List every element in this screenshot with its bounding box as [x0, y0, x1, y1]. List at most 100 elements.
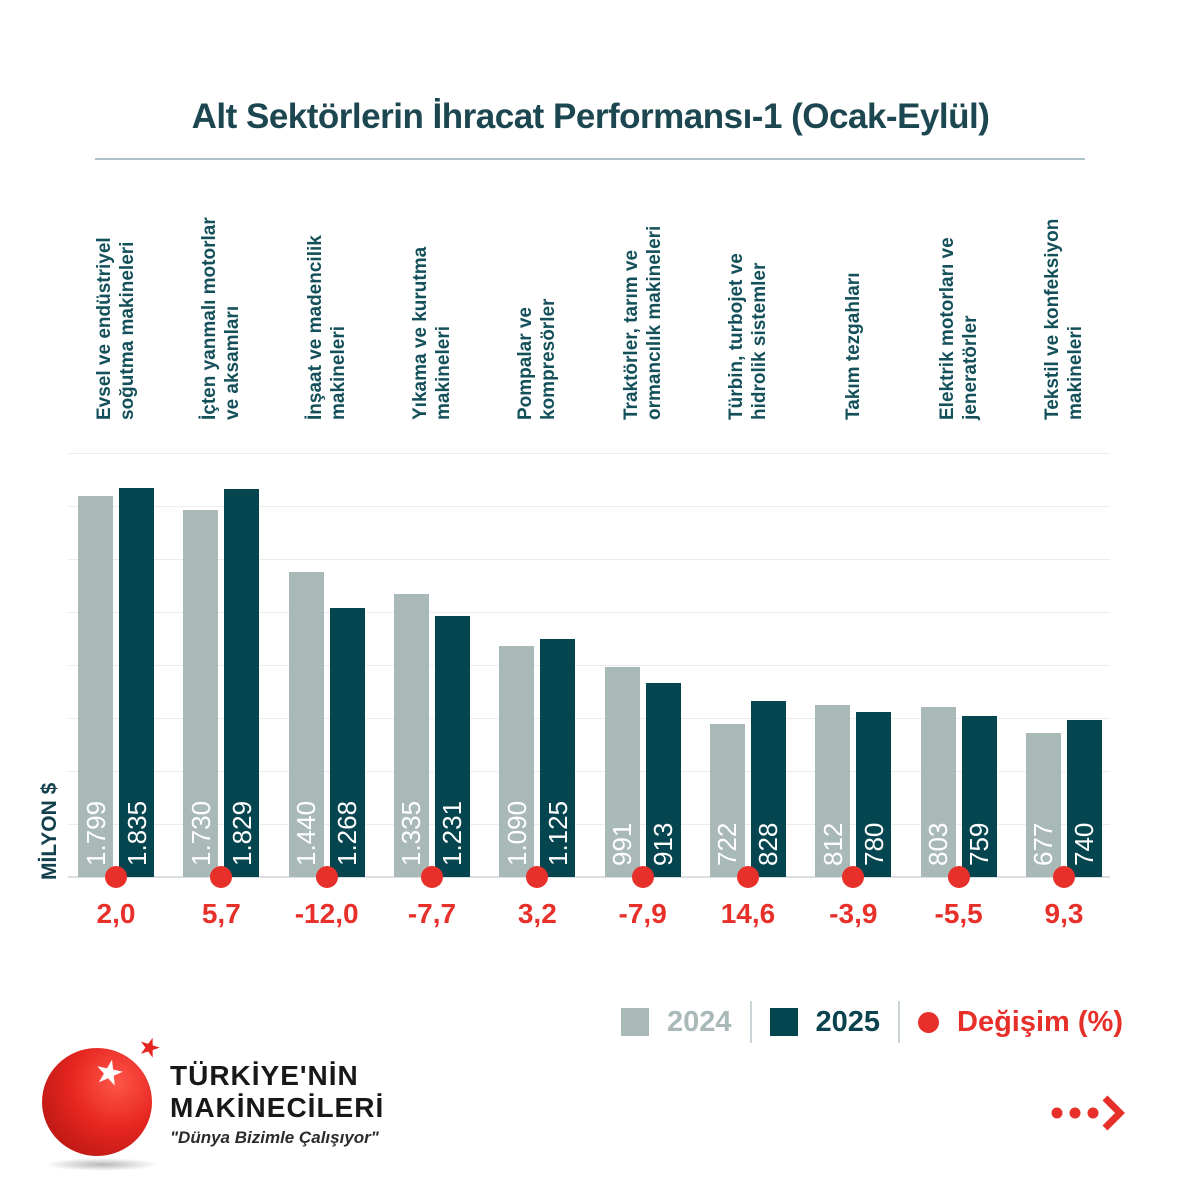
bar-2024 [815, 704, 851, 877]
turkiyenin-makinecileri-logo: ★ ★ TÜRKİYE'NİN MAKİNECİLERİ "Dünya Bizi… [38, 1029, 383, 1172]
change-dot-icon [842, 866, 865, 888]
logo-text: TÜRKİYE'NİN MAKİNECİLERİ "Dünya Bizimle … [170, 1060, 384, 1148]
change-percent-label: -7,7 [407, 898, 457, 929]
bar-2024 [1025, 733, 1061, 877]
change-percent-label: 5,7 [201, 898, 241, 929]
gridline [68, 824, 1110, 825]
bar-value-2024: 803 [923, 822, 954, 866]
bar-value-2025: 740 [1069, 822, 1100, 866]
category-label: Tekstil ve konfeksiyon makineleri [1041, 218, 1086, 420]
change-percent-label: 14,6 [720, 898, 776, 929]
change-dot-icon [526, 866, 549, 888]
bar-2024 [183, 510, 219, 877]
change-dot-icon [631, 866, 654, 888]
bar-value-2024: 991 [607, 822, 638, 866]
gridline [68, 718, 1110, 719]
bar-2024 [920, 706, 956, 877]
change-percent-label: 2,0 [96, 898, 136, 929]
legend-label-2024: 2024 [666, 1005, 732, 1038]
change-percent-label: 3,2 [517, 898, 557, 929]
chart-legend: 2024 2025 Değişim (%) [620, 1000, 1123, 1044]
category-label: Traktörler, tarım ve ormancılık makineler… [620, 225, 665, 420]
bar-2024 [709, 723, 745, 877]
bar-2025 [856, 711, 892, 877]
y-axis-label: MİLYON $ [38, 782, 61, 880]
gridline [68, 665, 1110, 666]
bar-value-2025: 780 [858, 822, 889, 866]
change-percent-label: -12,0 [294, 898, 359, 929]
bar-value-2024: 1.090 [501, 800, 532, 866]
bar-2025 [224, 489, 260, 877]
bar-2025 [961, 716, 997, 877]
change-percent-label: 9,3 [1044, 898, 1084, 929]
bar-2025 [645, 683, 681, 877]
change-dot-icon [315, 866, 338, 888]
change-dot-icon [947, 866, 970, 888]
bar-value-2024: 1.440 [291, 800, 322, 866]
bar-value-2025: 1.835 [121, 800, 152, 866]
logo-red-ball-icon [42, 1048, 152, 1156]
legend-swatch-2025 [769, 1008, 798, 1036]
bar-value-2024: 1.730 [185, 800, 216, 866]
change-dot-icon [210, 866, 233, 888]
bar-value-2024: 1.335 [396, 800, 427, 866]
change-dot-icon [420, 866, 443, 888]
gridline [68, 612, 1110, 613]
bar-2025 [329, 608, 365, 877]
change-percent-label: -7,9 [618, 898, 667, 929]
bar-2025 [540, 638, 576, 877]
legend-swatch-2024 [620, 1008, 649, 1036]
bar-2024 [288, 571, 324, 877]
bar-value-2025: 759 [964, 822, 995, 866]
bar-value-2024: 677 [1028, 822, 1059, 866]
legend-label-change: Değişim (%) [957, 1005, 1123, 1038]
gridline [68, 559, 1110, 560]
bar-value-2025: 1.231 [437, 800, 468, 866]
bar-value-2024: 722 [712, 822, 743, 866]
x-axis-baseline [68, 876, 1110, 878]
logo-line2: MAKİNECİLERİ [170, 1092, 385, 1123]
bar-value-2025: 1.268 [332, 800, 363, 866]
bar-2024 [393, 593, 429, 877]
category-label: Yıkama ve kurutma makineleri [409, 246, 454, 420]
bar-value-2025: 1.829 [226, 800, 257, 866]
change-dot-icon [1052, 866, 1075, 888]
next-arrow-icon [1051, 1095, 1125, 1131]
bar-value-2025: 913 [648, 822, 679, 866]
category-label: Elektrik motorları ve jeneratörler [936, 237, 981, 420]
logo-tagline: "Dünya Bizimle Çalışıyor" [170, 1128, 379, 1147]
change-dot-icon [736, 866, 759, 888]
gridline [68, 453, 1110, 454]
category-label: Evsel ve endüstriyel soğutma makineleri [94, 237, 138, 420]
bar-value-2025: 828 [753, 822, 784, 866]
bar-2025 [750, 701, 786, 877]
title-underline [95, 158, 1085, 160]
bar-value-2024: 812 [817, 822, 848, 866]
category-label: İnşaat ve madencilik makineleri [304, 235, 349, 420]
chart-title: Alt Sektörlerin İhracat Performansı-1 (O… [191, 97, 990, 136]
change-dot-icon [105, 866, 127, 888]
legend-change-dot-icon [918, 1011, 940, 1033]
bar-2024 [499, 645, 535, 877]
logo-shadow [44, 1158, 160, 1171]
logo-line1: TÜRKİYE'NİN [170, 1060, 359, 1091]
bar-2025 [1066, 720, 1102, 877]
category-label: Pompalar ve kompresörler [515, 298, 560, 420]
bar-2025 [119, 487, 154, 877]
bar-value-2024: 1.799 [80, 800, 111, 866]
legend-label-2025: 2025 [815, 1005, 881, 1038]
bar-value-2025: 1.125 [542, 800, 573, 866]
gridline [68, 771, 1110, 772]
category-label: Takım tezgahları [842, 272, 864, 420]
gridline [68, 506, 1110, 507]
category-label: Türbin, turbojet ve hidrolik sistemler [725, 253, 770, 420]
legend-divider [749, 1001, 752, 1043]
change-percent-label: -5,5 [934, 898, 983, 929]
bar-2024 [78, 495, 113, 877]
next-page-arrow[interactable] [1049, 1092, 1129, 1137]
bar-2024 [604, 666, 640, 877]
legend-divider [898, 1001, 901, 1043]
change-percent-label: -3,9 [829, 898, 878, 929]
